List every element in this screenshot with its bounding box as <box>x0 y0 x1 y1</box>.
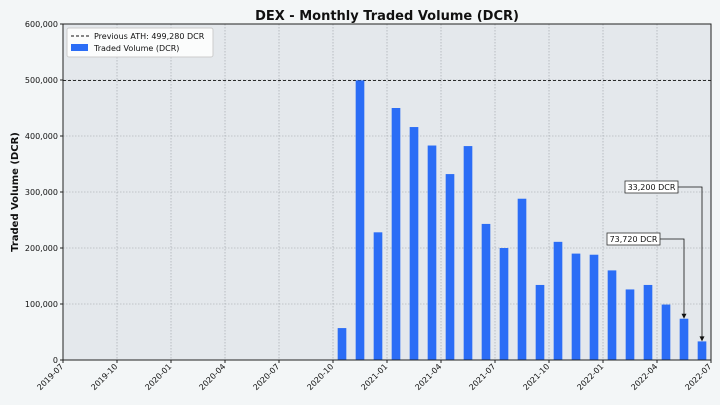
legend-box <box>66 27 214 58</box>
y-tick-label: 100,000 <box>25 300 58 309</box>
chart-title: DEX - Monthly Traded Volume (DCR) <box>255 9 519 24</box>
bar <box>535 284 545 360</box>
legend-series-swatch <box>71 44 88 51</box>
x-tick-label: 2021-10 <box>521 362 551 392</box>
y-tick-label: 600,000 <box>25 20 58 29</box>
bar <box>589 254 599 360</box>
y-tick-label: 200,000 <box>25 244 58 253</box>
x-tick-label: 2021-04 <box>413 362 443 392</box>
annotation-label: 73,720 DCR <box>610 235 658 244</box>
legend: Previous ATH: 499,280 DCR Traded Volume … <box>66 27 214 58</box>
y-axis: 0 100,000 200,000 300,000 400,000 500,000 600,… <box>25 20 63 365</box>
y-axis-label: Traded Volume (DCR) <box>10 132 21 252</box>
annotation-box <box>606 232 661 246</box>
bar <box>373 232 383 360</box>
annotations: 73,720 DCR 33,200 DCR <box>606 180 705 342</box>
x-tick-label: 2021-07 <box>467 362 497 392</box>
annotation-arrow-line <box>678 186 703 339</box>
bar <box>427 145 437 360</box>
y-tick-label: 400,000 <box>25 132 58 141</box>
bar <box>625 289 635 360</box>
bar <box>463 146 473 360</box>
bar <box>661 304 671 360</box>
x-tick-label: 2020-07 <box>251 362 281 392</box>
bar <box>571 253 581 360</box>
annotation-box <box>624 180 679 194</box>
annotation-label: 33,200 DCR <box>628 183 676 192</box>
bar <box>553 241 563 360</box>
x-axis: 2019-07 2019-10 2020-01 2020-04 2020-07 2020-… <box>35 360 713 392</box>
bar <box>679 318 689 360</box>
y-tick-label: 0 <box>53 356 58 365</box>
bar <box>355 80 365 360</box>
bar <box>481 223 491 360</box>
x-tick-label: 2022-01 <box>575 362 605 392</box>
bar <box>697 341 707 360</box>
x-tick-label: 2022-04 <box>629 362 659 392</box>
y-tick-label: 300,000 <box>25 188 58 197</box>
bar <box>517 198 527 360</box>
annotation-arrow-line <box>660 238 685 316</box>
x-tick-label: 2021-01 <box>359 362 389 392</box>
x-tick-label: 2019-07 <box>35 362 65 392</box>
bar <box>643 284 653 360</box>
legend-series-label: Traded Volume (DCR) <box>93 44 179 53</box>
bar <box>607 270 617 360</box>
x-tick-label: 2020-04 <box>197 362 227 392</box>
annotation-arrowhead <box>681 313 687 319</box>
bar <box>409 127 419 360</box>
annotation-arrowhead <box>699 336 705 342</box>
bar <box>391 108 401 360</box>
x-tick-label: 2022-07 <box>683 362 713 392</box>
bar <box>445 174 455 360</box>
x-tick-label: 2020-01 <box>143 362 173 392</box>
x-tick-label: 2019-10 <box>89 362 119 392</box>
bar <box>337 328 347 360</box>
legend-ref-line-label: Previous ATH: 499,280 DCR <box>94 32 205 41</box>
bar <box>499 248 509 360</box>
y-tick-label: 500,000 <box>25 76 58 85</box>
x-tick-label: 2020-10 <box>305 362 335 392</box>
bars <box>337 80 707 360</box>
